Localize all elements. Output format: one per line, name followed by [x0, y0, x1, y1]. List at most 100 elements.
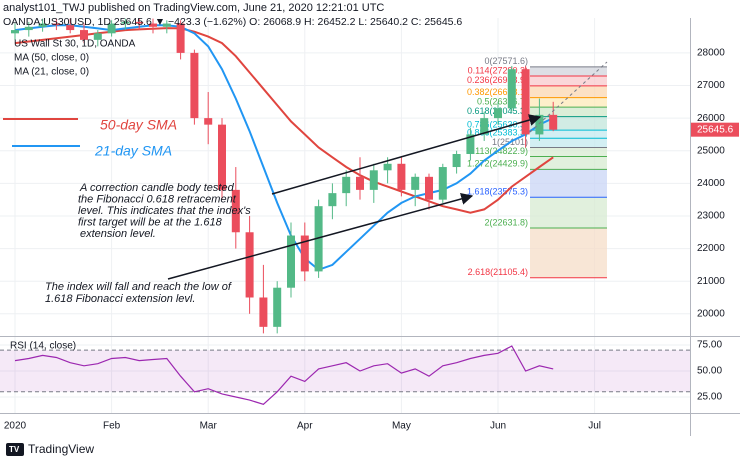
candle-body — [52, 23, 61, 26]
x-tick-label: May — [392, 421, 411, 432]
candle-body — [507, 69, 516, 109]
candle-body — [38, 23, 47, 27]
candle-body — [466, 134, 475, 154]
legend-label: MA (50, close, 0) — [14, 53, 89, 64]
candle-body — [300, 235, 309, 272]
annotation: 50-day SMA — [100, 117, 177, 133]
x-tick-label: Jun — [490, 421, 506, 432]
candle-body — [342, 176, 351, 194]
y-tick-label: 27000 — [697, 80, 725, 91]
rsi-band — [0, 350, 690, 392]
candle-body — [121, 21, 130, 24]
y-tick-label: 28000 — [697, 48, 725, 59]
last-price-label: 25645.6 — [697, 124, 734, 135]
fib-label: 0.382(26628.1) — [467, 87, 528, 97]
publisher: analyst101_TWJ published on TradingView.… — [3, 2, 384, 14]
candle-body — [190, 52, 199, 119]
brand-logo: TV — [6, 443, 24, 456]
legend: MA (50, close, 0) MA (21, close, 0) — [14, 53, 89, 78]
candle-body — [93, 33, 102, 40]
candle-body — [369, 170, 378, 190]
y-tick-label: 23000 — [697, 211, 725, 222]
annotation: the Fibonacci 0.618 retracement — [78, 193, 237, 205]
y-tick-label: 22000 — [697, 243, 725, 254]
fib-band — [530, 138, 607, 148]
fib-band — [530, 147, 607, 157]
fib-label: 0.236(26988.9) — [467, 75, 528, 85]
ma-line — [14, 27, 554, 214]
candle-body — [11, 30, 19, 34]
candle-body — [231, 189, 240, 233]
candle-body — [204, 118, 213, 125]
candle-body — [383, 163, 392, 171]
fib-label: 0.886(25383.3) — [467, 128, 528, 138]
candle-body — [328, 193, 337, 207]
annotation: 1.618 Fibonacci extension levl. — [45, 293, 195, 305]
rsi-tick-label: 50.00 — [697, 366, 722, 377]
candle-body — [521, 69, 530, 135]
candle-body — [162, 23, 171, 27]
legend-title: US Wall St 30, 1D, OANDA — [14, 39, 136, 50]
candle-body — [149, 23, 157, 27]
header-bg — [0, 0, 740, 16]
fib-band — [530, 76, 607, 86]
candle-body — [314, 206, 323, 272]
candle-body — [438, 167, 447, 200]
ma-line — [14, 24, 554, 271]
x-tick-label: Mar — [200, 421, 218, 432]
fib-band — [530, 97, 607, 108]
fib-label: 0.786(25630.3) — [467, 120, 528, 130]
candle-body — [494, 108, 502, 119]
annotation: extension level. — [80, 228, 156, 240]
annotation: The index will fall and reach the low of — [45, 281, 232, 293]
fib-label: 0.5(26336.7) — [477, 97, 528, 107]
candle-body — [245, 232, 254, 298]
candle-body — [549, 114, 558, 130]
rsi-line — [14, 345, 554, 405]
candle-body — [80, 30, 88, 40]
trend-line — [167, 193, 474, 280]
svg-text:TV: TV — [9, 445, 20, 454]
candle-body — [259, 297, 268, 327]
brand: TradingView — [28, 442, 94, 456]
fib-label: 0(27571.6) — [484, 56, 528, 66]
x-tick-label: Feb — [103, 421, 121, 432]
y-tick-label: 24000 — [697, 178, 725, 189]
fib-band — [530, 197, 607, 228]
candle-body — [287, 235, 295, 288]
fib-label: 2(22631.8) — [484, 217, 528, 227]
rsi-title: RSI (14, close) — [10, 341, 76, 352]
x-tick-label: Jul — [588, 421, 601, 432]
y-tick-label: 25000 — [697, 145, 725, 156]
candle-body — [218, 124, 226, 190]
candle-body — [66, 25, 75, 31]
fib-band — [530, 130, 607, 139]
projection-line — [529, 61, 608, 133]
annotation: A correction candle body tested — [79, 182, 235, 194]
candle-body — [397, 163, 406, 190]
fib-band — [530, 227, 607, 278]
fib-label: 0.114(27290.3) — [468, 65, 528, 75]
fib-band — [530, 156, 607, 170]
y-tick-label: 20000 — [697, 308, 725, 319]
grid — [0, 18, 690, 413]
rsi-pane — [0, 345, 690, 405]
candle-body — [411, 176, 420, 190]
fib-label: 1.618(23575.3) — [467, 187, 528, 197]
candle-body — [176, 23, 185, 53]
last-price-box — [691, 122, 739, 137]
fib-band — [530, 85, 607, 98]
annotation: first target will be at the 1.618 — [78, 216, 223, 228]
candle-body — [425, 176, 433, 200]
y-tick-label: 21000 — [697, 276, 725, 287]
fib-band — [530, 66, 607, 77]
x-tick-label: Apr — [297, 421, 313, 432]
y-tick-label: 26000 — [697, 113, 725, 124]
candle-body — [273, 287, 282, 327]
candle-body — [356, 176, 364, 190]
candle-body — [452, 153, 461, 168]
legend-label: MA (21, close, 0) — [14, 67, 89, 78]
